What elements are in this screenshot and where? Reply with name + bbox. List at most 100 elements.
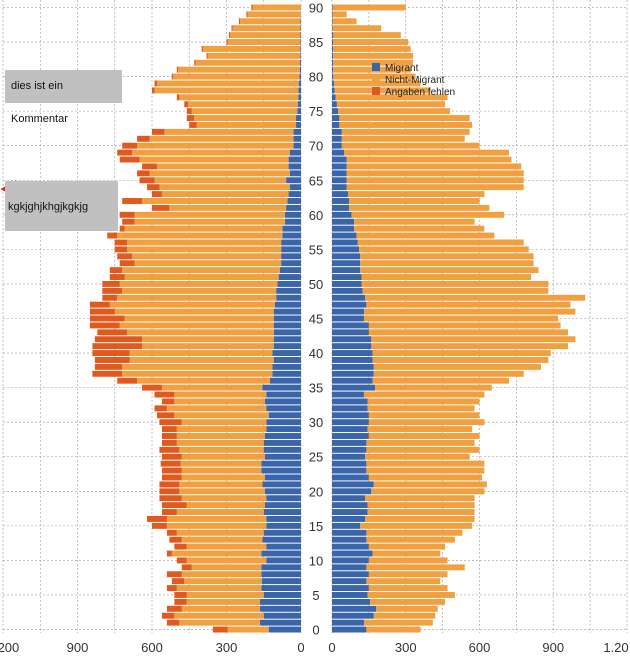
- bar-left-migrant: [260, 605, 301, 612]
- bar-right-migrant: [332, 460, 367, 467]
- bar-left-angaben-fehlen: [97, 329, 128, 336]
- bar-left-angaben-fehlen: [114, 246, 128, 253]
- bar-left-angaben-fehlen: [147, 184, 160, 191]
- bar-left-angaben-fehlen: [94, 357, 130, 363]
- bar-left-nicht-migrant: [173, 73, 300, 80]
- bar-right-nicht-migrant: [341, 128, 470, 135]
- bar-left-angaben-fehlen: [174, 592, 187, 598]
- bar-right-nicht-migrant: [363, 391, 485, 398]
- bar-right-migrant: [332, 163, 347, 170]
- bar-right-migrant: [332, 198, 350, 204]
- bar-left-angaben-fehlen: [160, 460, 181, 467]
- bar-left-angaben-fehlen: [194, 59, 196, 66]
- bar-left-angaben-fehlen: [171, 73, 174, 80]
- bar-right-nicht-migrant: [341, 142, 480, 149]
- bar-right-migrant: [332, 619, 364, 626]
- x-tick-label-right: 300: [395, 640, 417, 655]
- bar-left-angaben-fehlen: [117, 149, 133, 156]
- legend-swatch-migrant: [372, 63, 380, 71]
- bar-right-migrant: [332, 488, 372, 495]
- bar-left-migrant: [299, 73, 301, 80]
- bar-left-nicht-migrant: [184, 578, 262, 585]
- bar-left-angaben-fehlen: [114, 239, 128, 246]
- bar-left-migrant: [279, 267, 301, 274]
- bar-left-angaben-fehlen: [166, 605, 182, 612]
- bar-left-angaben-fehlen: [109, 267, 123, 274]
- bar-left-migrant: [263, 592, 301, 598]
- bar-left-nicht-migrant: [164, 128, 294, 135]
- bar-left-nicht-migrant: [176, 439, 264, 446]
- bar-left-nicht-migrant: [191, 108, 298, 115]
- age-tick-label: 45: [309, 312, 323, 327]
- bar-right-nicht-migrant: [371, 488, 485, 495]
- bar-left-migrant: [272, 350, 301, 357]
- bar-left-migrant: [300, 52, 301, 59]
- bar-right-migrant: [332, 377, 373, 384]
- bar-left-angaben-fehlen: [109, 274, 125, 280]
- bar-left-nicht-migrant: [181, 474, 265, 481]
- bar-right-migrant: [332, 94, 336, 101]
- bar-right-nicht-migrant: [341, 135, 465, 142]
- bar-left-migrant: [299, 66, 301, 73]
- x-tick-label-left: 900: [67, 640, 89, 655]
- bar-left-angaben-fehlen: [122, 142, 138, 149]
- age-tick-label: 85: [309, 35, 323, 50]
- bar-left-nicht-migrant: [247, 11, 301, 18]
- bar-right-migrant: [332, 52, 334, 59]
- bar-left-nicht-migrant: [202, 45, 301, 52]
- bar-left-migrant: [266, 495, 301, 502]
- annotation-comment-1[interactable]: dies ist ein Kommentar: [5, 70, 122, 125]
- legend-label-migrant: Migrant: [385, 63, 419, 74]
- bar-left-nicht-migrant: [122, 363, 273, 370]
- bar-left-migrant: [264, 433, 301, 439]
- bar-left-nicht-migrant: [179, 619, 261, 626]
- bar-left-migrant: [276, 294, 301, 301]
- bar-left-migrant: [273, 343, 301, 350]
- bar-left-migrant: [289, 184, 301, 191]
- bar-left-angaben-fehlen: [142, 163, 157, 170]
- bar-left-angaben-fehlen: [161, 509, 177, 516]
- bar-left-nicht-migrant: [142, 336, 274, 343]
- bar-left-angaben-fehlen: [246, 11, 248, 18]
- bar-left-angaben-fehlen: [226, 39, 228, 45]
- bar-left-nicht-migrant: [114, 308, 274, 315]
- bar-left-angaben-fehlen: [206, 52, 208, 59]
- bar-left-migrant: [300, 45, 301, 52]
- bar-left-migrant: [288, 156, 301, 163]
- bar-right-nicht-migrant: [366, 439, 475, 446]
- bar-left-migrant: [286, 177, 301, 184]
- bar-left-angaben-fehlen: [201, 45, 203, 52]
- bar-left-angaben-fehlen: [117, 253, 133, 260]
- bar-right-migrant: [332, 218, 355, 225]
- bar-left-migrant: [273, 322, 301, 329]
- bar-left-angaben-fehlen: [154, 391, 175, 398]
- bar-left-migrant: [300, 59, 301, 66]
- bar-left-angaben-fehlen: [102, 280, 120, 287]
- bar-left-nicht-migrant: [174, 391, 267, 398]
- bar-left-angaben-fehlen: [119, 156, 140, 163]
- bar-left-nicht-migrant: [179, 446, 264, 453]
- bar-left-nicht-migrant: [181, 419, 267, 426]
- bar-right-migrant: [332, 405, 368, 412]
- legend: Migrant Nicht-Migrant Angaben fehlen: [372, 63, 455, 98]
- bar-left-migrant: [281, 260, 301, 267]
- bar-left-angaben-fehlen: [89, 308, 115, 315]
- bar-right-migrant: [332, 87, 335, 94]
- bar-right-nicht-migrant: [368, 412, 480, 419]
- bar-left-angaben-fehlen: [161, 433, 177, 439]
- bar-left-migrant: [281, 246, 301, 253]
- bar-left-nicht-migrant: [122, 370, 273, 377]
- bar-right-nicht-migrant: [335, 94, 448, 101]
- bar-left-nicht-migrant: [227, 39, 301, 45]
- bar-left-migrant: [266, 522, 301, 529]
- bar-left-angaben-fehlen: [119, 260, 135, 267]
- bar-right-nicht-migrant: [372, 357, 549, 363]
- age-tick-label: 40: [309, 346, 323, 361]
- bar-left-migrant: [284, 211, 301, 218]
- bar-left-migrant: [264, 488, 301, 495]
- annotation-comment-2[interactable]: kgkjghjkhgjkgkjg: [5, 181, 118, 231]
- bar-left-nicht-migrant: [232, 25, 301, 32]
- bar-right-migrant: [332, 225, 355, 232]
- bar-left-migrant: [276, 287, 301, 294]
- bar-right-nicht-migrant: [349, 198, 480, 204]
